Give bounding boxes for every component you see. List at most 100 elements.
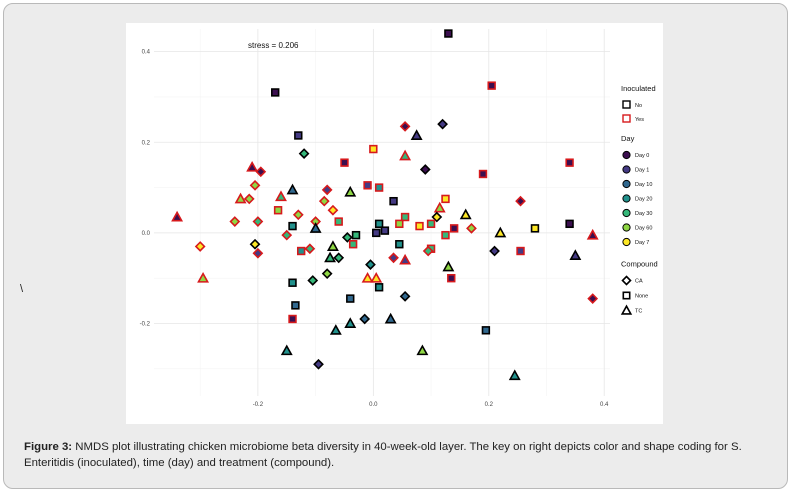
data-point-diamond: [194, 241, 206, 252]
data-point-square: [346, 294, 355, 303]
data-point-diamond: [313, 358, 324, 370]
caption-label: Figure 3:: [24, 441, 73, 453]
data-point-square: [363, 181, 372, 190]
legend-title-compound: Compound: [621, 260, 658, 269]
data-point-square: [444, 29, 453, 38]
data-point-diamond: [321, 268, 333, 280]
legend-key-day: [622, 179, 631, 189]
data-point-diamond: [333, 252, 345, 264]
data-point-triangle: [286, 183, 299, 195]
data-point-diamond: [419, 164, 431, 175]
legend-label-day: Day 1: [635, 168, 649, 174]
data-point-triangle: [361, 271, 374, 283]
data-point-triangle: [280, 344, 293, 356]
legend-label-day: Day 60: [635, 226, 652, 232]
x-tick-label: -0.2: [253, 402, 264, 408]
data-point-square: [380, 226, 390, 235]
y-tick-label: -0.2: [140, 322, 151, 328]
data-point-diamond: [304, 243, 316, 255]
data-point-diamond: [489, 245, 500, 257]
data-point-triangle: [344, 317, 357, 328]
data-point-square: [296, 246, 306, 256]
data-point-square: [374, 283, 384, 292]
data-point-triangle: [569, 249, 582, 261]
data-point-square: [334, 217, 343, 226]
data-point-triangle: [329, 324, 342, 335]
data-point-diamond: [252, 247, 264, 259]
data-points: [171, 29, 599, 381]
legend-key-compound-diamond: [621, 275, 632, 286]
data-point-square: [426, 219, 436, 229]
data-point-square: [271, 88, 280, 97]
data-point-square: [441, 194, 450, 204]
legend-key-day: [622, 150, 631, 160]
data-point-triangle: [324, 251, 337, 263]
data-point-triangle: [399, 253, 412, 265]
data-point-diamond: [587, 293, 599, 304]
data-point-square: [478, 169, 488, 179]
data-point-square: [449, 224, 459, 233]
legend-label-compound: None: [635, 294, 648, 300]
legend-title-day: Day: [621, 134, 635, 143]
data-point-diamond: [243, 193, 255, 205]
legend: Inoculated No Yes Day Day 0 Day 1 Day 10 Day 20…: [620, 84, 658, 315]
data-point-square: [374, 183, 384, 192]
data-point-diamond: [388, 252, 399, 264]
data-point-square: [351, 230, 361, 240]
data-point-square: [400, 212, 410, 222]
data-point-triangle: [416, 344, 429, 356]
y-tick-label: 0.4: [142, 50, 151, 56]
data-point-square: [487, 81, 496, 90]
caption-text: NMDS plot illustrating chicken microbiom…: [24, 441, 742, 469]
data-point-diamond: [307, 275, 319, 286]
data-point-diamond: [318, 195, 330, 207]
x-tick-label: 0.4: [600, 402, 609, 408]
legend-key-compound-square: [622, 291, 631, 300]
data-point-square: [415, 221, 424, 231]
nmds-plot-panel: -0.2 0.0 0.2 0.4 -0.2 0.0 0.2 0.4 stress = 0.20…: [126, 23, 663, 424]
legend-key-day: [622, 237, 631, 247]
data-point-triangle: [344, 185, 357, 197]
data-point-diamond: [321, 184, 333, 196]
legend-label-day: Day 10: [635, 182, 652, 188]
data-point-diamond: [466, 222, 477, 234]
data-point-diamond: [365, 259, 376, 270]
data-point-square: [565, 158, 574, 167]
y-tick-label: 0.0: [142, 231, 151, 237]
data-point-diamond: [431, 211, 443, 223]
data-point-square: [291, 301, 300, 310]
data-point-diamond: [281, 229, 293, 241]
data-point-square: [481, 326, 491, 335]
data-point-square: [369, 144, 378, 154]
data-point-diamond: [437, 118, 448, 130]
axis-ticks: -0.2 0.0 0.2 0.4 -0.2 0.0 0.2 0.4: [140, 50, 609, 408]
data-point-diamond: [422, 245, 434, 257]
legend-label-inoculated: Yes: [635, 117, 644, 123]
data-point-diamond: [249, 238, 261, 250]
data-point-square: [389, 196, 398, 206]
data-point-square: [288, 278, 297, 287]
data-point-diamond: [515, 195, 526, 207]
data-point-square: [348, 240, 358, 249]
data-point-diamond: [399, 290, 411, 302]
data-point-triangle: [508, 369, 521, 381]
data-point-triangle: [246, 160, 259, 172]
legend-label-compound: CA: [635, 279, 643, 285]
legend-key-day: [622, 223, 631, 232]
x-tick-label: 0.0: [369, 402, 378, 408]
data-point-triangle: [234, 192, 247, 204]
data-point-triangle: [197, 271, 210, 283]
figure-caption: Figure 3: NMDS plot illustrating chicken…: [24, 439, 774, 471]
data-point-triangle: [275, 190, 287, 202]
legend-label-day: Day 0: [635, 153, 649, 159]
stray-character: \: [20, 283, 24, 295]
data-point-square: [273, 206, 283, 215]
legend-key-day: [622, 208, 631, 218]
data-point-diamond: [229, 216, 241, 227]
legend-key-day: [622, 165, 631, 174]
data-point-diamond: [292, 209, 304, 221]
nmds-plot: -0.2 0.0 0.2 0.4 -0.2 0.0 0.2 0.4 stress = 0.20…: [140, 29, 658, 408]
data-point-diamond: [327, 204, 339, 216]
data-point-square: [374, 219, 384, 229]
legend-key-inoculated: [622, 100, 631, 109]
